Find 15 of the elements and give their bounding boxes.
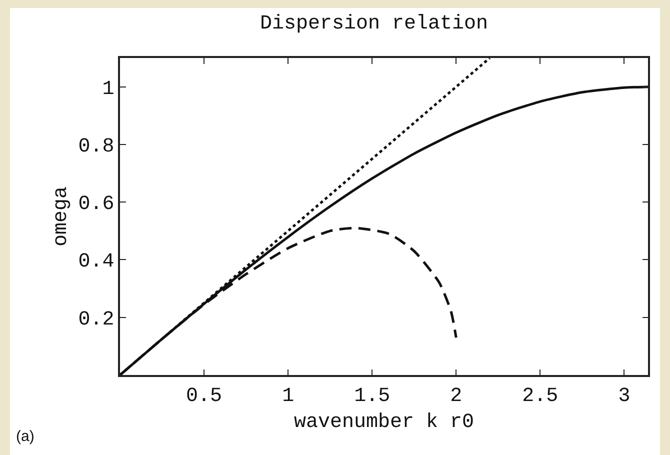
- y-tick-label: 0.6: [78, 193, 114, 216]
- x-axis-title: wavenumber k r0: [294, 410, 474, 434]
- y-axis-title: omega: [50, 186, 74, 247]
- x-tick-label: 2: [450, 384, 462, 408]
- text: (a): [16, 428, 34, 445]
- x-tick-label: 1: [282, 384, 294, 408]
- x-tick-label: 3: [618, 384, 630, 408]
- y-tick-label: 0.2: [78, 308, 114, 332]
- y-tick-label: 1: [102, 78, 114, 101]
- x-tick-label: 1.5: [354, 384, 390, 408]
- chart-title: Dispersion relation: [260, 12, 488, 36]
- y-tick-label: 0.4: [78, 250, 114, 274]
- y-tick-label: 0.8: [78, 135, 114, 158]
- x-tick-label: 2.5: [522, 384, 558, 408]
- x-tick-label: 0.5: [186, 384, 222, 408]
